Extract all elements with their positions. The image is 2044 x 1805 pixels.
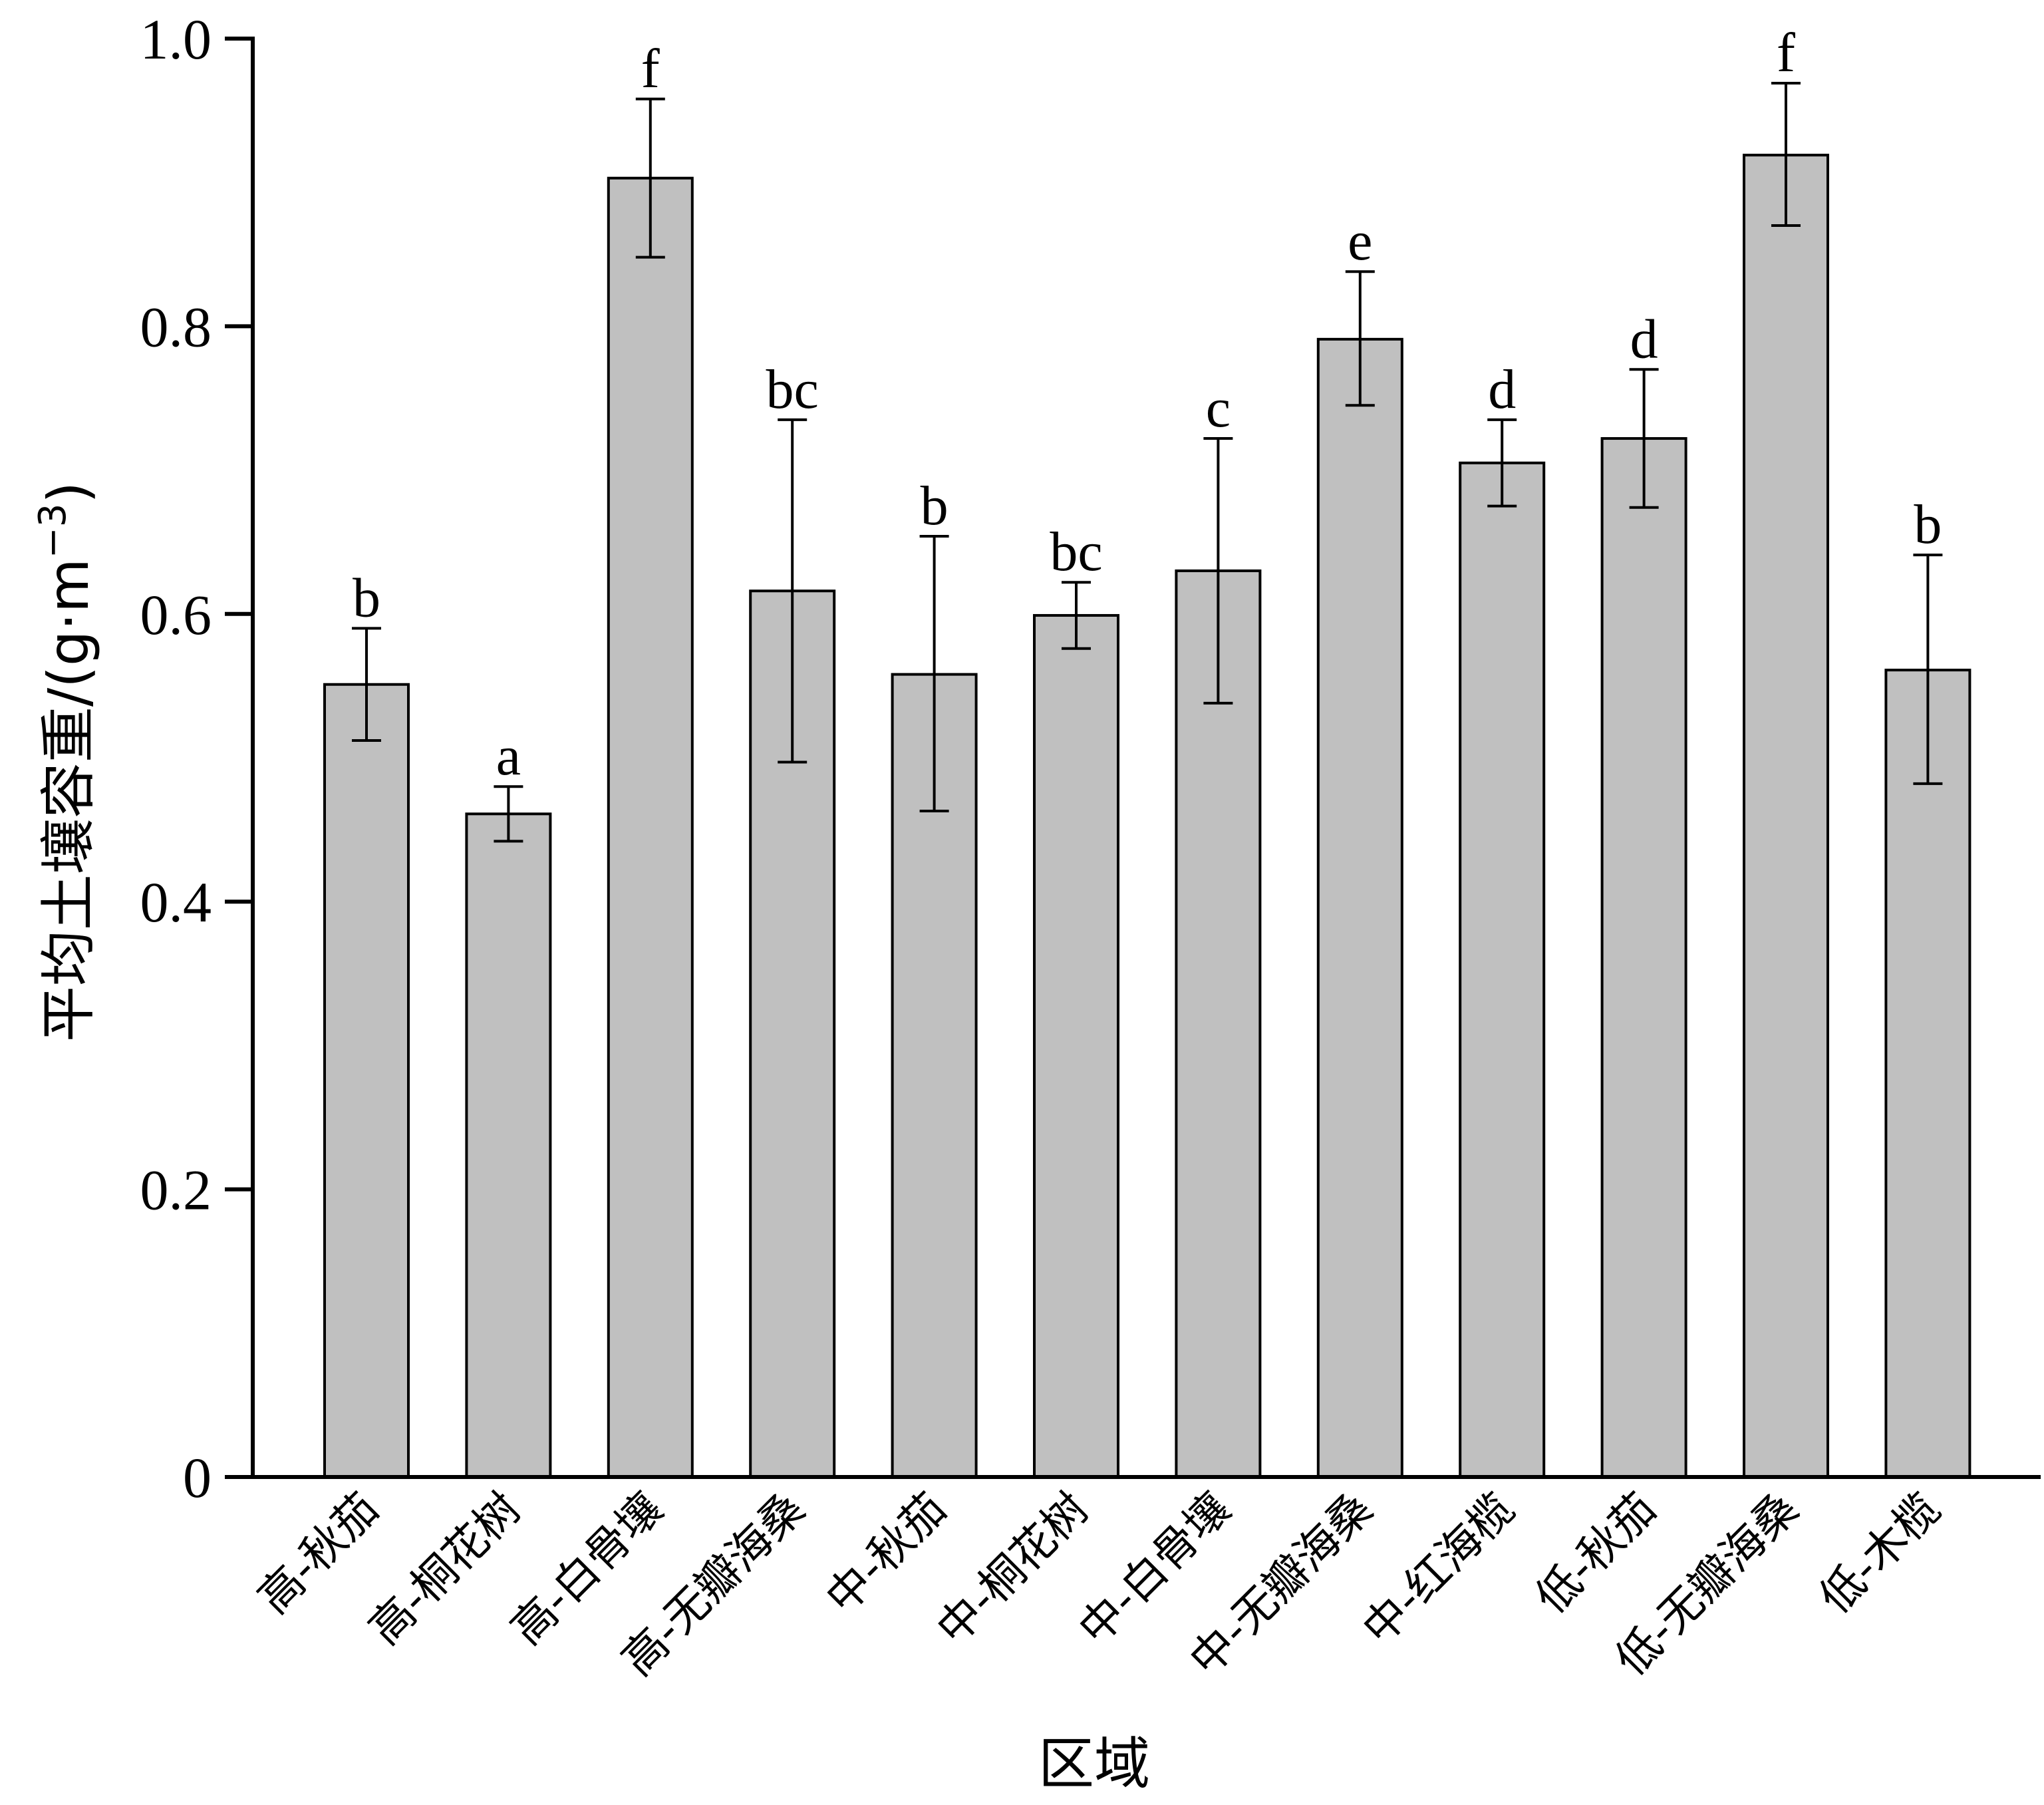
significance-label: e	[1348, 210, 1372, 272]
bar	[1743, 154, 1829, 1479]
bar	[323, 683, 410, 1478]
error-bars-layer	[352, 82, 1943, 843]
y-axis-title: 平均土壤容重/(g·m−3)	[31, 482, 101, 1042]
significance-label: b	[1914, 494, 1942, 556]
significance-label: b	[353, 567, 380, 629]
bar	[1316, 337, 1403, 1478]
significance-label: f	[1777, 22, 1795, 84]
x-category-label: 高-桐花树	[359, 1483, 531, 1655]
bar	[1033, 613, 1119, 1478]
x-category-label: 高-秋茄	[248, 1483, 388, 1623]
bars-layer	[323, 154, 1971, 1479]
bar	[1175, 569, 1262, 1479]
y-tick-label: 0.4	[140, 870, 212, 934]
significance-label: bc	[1050, 521, 1102, 583]
significance-label: d	[1488, 359, 1516, 420]
bar	[1600, 437, 1687, 1478]
significance-label: d	[1630, 308, 1658, 370]
y-tick-label: 0.8	[140, 295, 212, 359]
x-category-label: 低-木榄	[1809, 1483, 1950, 1623]
x-category-label: 中-红海榄	[1353, 1483, 1525, 1655]
y-tick-label: 0.2	[140, 1158, 212, 1222]
significance-label: bc	[766, 359, 819, 420]
x-axis-title: 区域	[1038, 1731, 1150, 1796]
y-tick-label: 0.6	[140, 583, 212, 647]
x-category-label: 低-秋茄	[1526, 1483, 1666, 1623]
y-tick-label: 1.0	[140, 7, 212, 71]
bar	[1459, 461, 1546, 1478]
significance-label: a	[496, 725, 521, 787]
y-ticks-layer: 0 0.2 0.4 0.6 0.8 1.0	[140, 7, 253, 1510]
significance-label: c	[1206, 377, 1231, 439]
y-tick-label: 0	[183, 1446, 212, 1510]
x-category-label: 中-秋茄	[816, 1483, 956, 1623]
significance-label: f	[641, 38, 660, 100]
significance-label: b	[921, 475, 949, 537]
axes-layer	[251, 37, 2041, 1479]
bar	[607, 176, 694, 1478]
y-axis-title-superscript: −3	[31, 504, 74, 559]
x-category-label: 中-桐花树	[927, 1483, 1098, 1655]
significance-labels-layer: b a f bc b bc c e d d f b	[353, 22, 1942, 787]
bar	[1884, 669, 1971, 1478]
y-axis-title-close: )	[36, 482, 101, 504]
bar	[465, 812, 552, 1478]
